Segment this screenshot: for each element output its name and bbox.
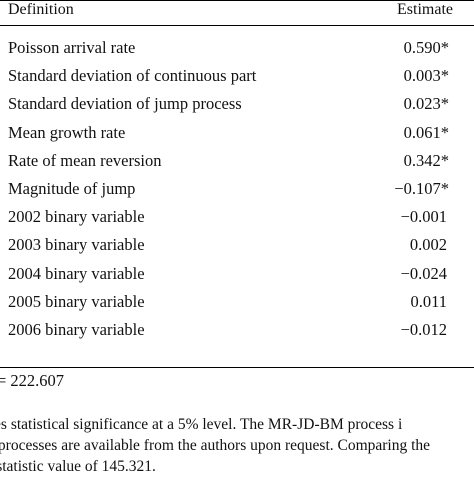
row-label: Poisson arrival rate — [8, 38, 136, 57]
row-estimate: 0.011 — [410, 291, 447, 311]
table-bottom-rule — [0, 367, 474, 368]
table-row: Standard deviation of jump process 0.023… — [0, 91, 474, 119]
row-label: 2006 binary variable — [8, 319, 145, 339]
table-row: 2004 binary variable −0.024 — [0, 261, 474, 289]
row-label: Magnitude of jump — [8, 178, 136, 198]
note-line: er processes are available from the auth… — [0, 437, 431, 454]
row-estimate: 0.003* — [403, 66, 449, 86]
table-row: Standard deviation of continuous part 0.… — [0, 63, 474, 91]
row-label: Rate of mean reversion — [8, 150, 162, 170]
row-label: 2004 binary variable — [8, 263, 145, 283]
table-row: 2005 binary variable 0.011 — [0, 289, 474, 317]
table-top-rule — [0, 0, 474, 1]
table-notes: otes statistical significance at a 5% le… — [0, 414, 474, 477]
table-row: 2006 binary variable −0.012 — [0, 317, 474, 345]
row-estimate: −0.107* — [394, 178, 449, 198]
row-estimate: 0.061* — [403, 122, 449, 142]
row-label: Standard deviation of continuous part — [8, 66, 257, 86]
note-line: otes statistical significance at a 5% le… — [0, 416, 403, 433]
table-row: 2003 binary variable 0.002 — [0, 232, 474, 260]
note-line: st statistic value of 145.321. — [0, 458, 156, 475]
row-estimate: −0.012 — [400, 319, 447, 339]
row-label: 2003 binary variable — [8, 235, 145, 255]
test-statistic: = 222.607 — [0, 371, 65, 390]
row-estimate: 0.023* — [403, 94, 449, 114]
row-label: Standard deviation of jump process — [8, 94, 242, 114]
table-row: Mean growth rate 0.061* — [0, 120, 474, 148]
row-label: Mean growth rate — [8, 122, 126, 142]
header-rule — [0, 25, 474, 26]
table-header: Definition Estimate — [0, 0, 474, 25]
row-label: 2002 binary variable — [8, 207, 145, 227]
row-estimate: 0.002 — [409, 235, 447, 255]
table-row: Magnitude of jump −0.107* — [0, 176, 474, 204]
column-header-estimate: Estimate — [397, 1, 453, 18]
row-estimate: 0.590* — [403, 38, 449, 57]
table-row: Poisson arrival rate 0.590* — [0, 35, 474, 63]
row-estimate: −0.024 — [400, 263, 447, 283]
row-estimate: 0.342* — [403, 150, 449, 170]
table-row: Rate of mean reversion 0.342* — [0, 148, 474, 176]
row-estimate: −0.001 — [400, 207, 447, 227]
column-header-definition: Definition — [8, 1, 74, 18]
table-row: 2002 binary variable −0.001 — [0, 204, 474, 232]
table-body: Poisson arrival rate 0.590* Standard dev… — [0, 35, 474, 345]
row-label: 2005 binary variable — [8, 291, 145, 311]
